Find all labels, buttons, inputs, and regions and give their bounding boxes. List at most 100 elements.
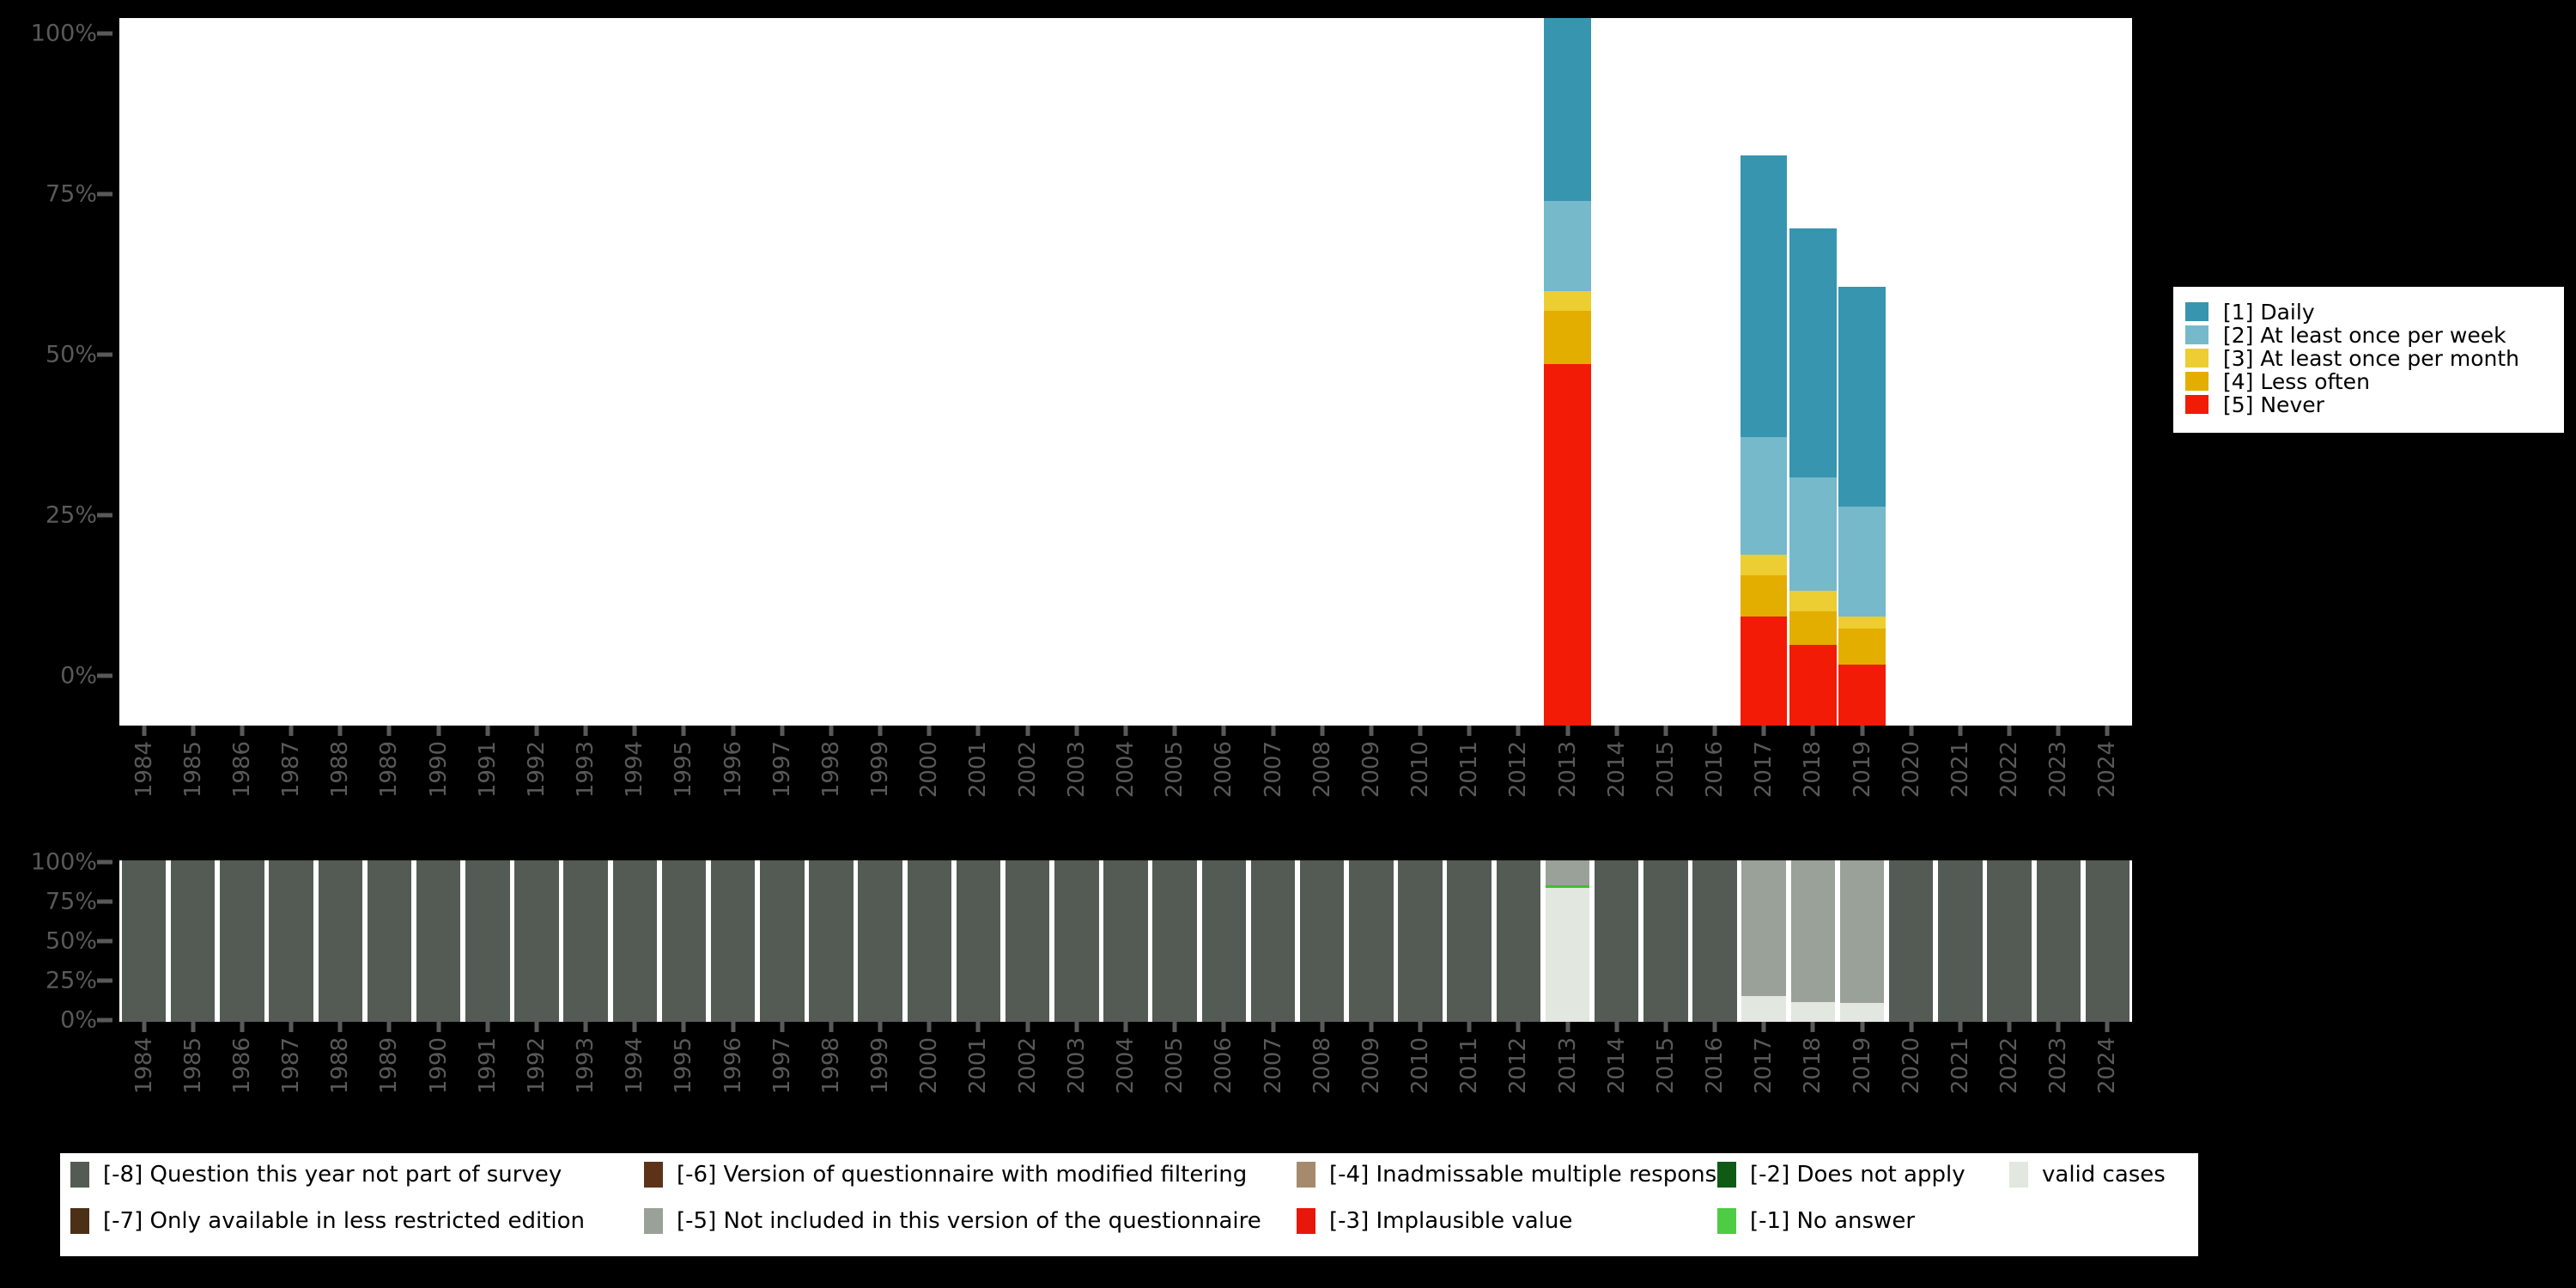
stacked-bar-2021[interactable] — [1938, 860, 1983, 1022]
stacked-bar-2012[interactable] — [1496, 860, 1541, 1022]
x-axis-tick-label: 2015 — [1652, 741, 1679, 799]
missing-legend-item[interactable]: [-1] No answer — [1717, 1208, 1915, 1234]
missing-legend-item[interactable]: [-8] Question this year not part of surv… — [70, 1162, 562, 1188]
stacked-bar-1990[interactable] — [416, 860, 461, 1022]
x-axis-tick-mark — [1271, 726, 1275, 736]
stacked-bar-1995[interactable] — [661, 860, 707, 1022]
stacked-bar-2013[interactable] — [1545, 860, 1590, 1022]
stacked-bar-2019[interactable] — [1838, 18, 1886, 726]
stacked-bar-2003[interactable] — [1054, 860, 1099, 1022]
x-axis-tick-label: 2011 — [1456, 1037, 1483, 1095]
x-axis-tick-mark — [386, 1022, 392, 1032]
stacked-bar-1996[interactable] — [710, 860, 756, 1022]
stacked-bar-2004[interactable] — [1103, 860, 1148, 1022]
x-axis-tick-mark — [1320, 726, 1325, 736]
stacked-bar-2001[interactable] — [956, 860, 1001, 1022]
stacked-bar-2013[interactable] — [1544, 18, 1591, 726]
bar-segment — [1398, 860, 1443, 1022]
x-axis-tick-label: 2008 — [1309, 741, 1335, 799]
bar-segment — [1544, 291, 1591, 312]
stacked-bar-2005[interactable] — [1152, 860, 1197, 1022]
value-legend-item[interactable]: [1] Daily — [2185, 300, 2552, 325]
bar-segment — [121, 860, 167, 1022]
missing-legend-item[interactable]: [-5] Not included in this version of the… — [644, 1208, 1261, 1234]
x-axis-tick-mark — [337, 726, 343, 736]
stacked-bar-2000[interactable] — [907, 860, 952, 1022]
stacked-bar-2008[interactable] — [1299, 860, 1345, 1022]
stacked-bar-1989[interactable] — [367, 860, 412, 1022]
main-x-axis: 1984 1985 1986 1987 1988 1989 1990 1991 1992 1993… — [119, 726, 2132, 863]
value-legend-item[interactable]: [4] Less often — [2185, 369, 2552, 394]
value-legend-item[interactable]: [2] At least once per week — [2185, 323, 2552, 348]
stacked-bar-2006[interactable] — [1201, 860, 1247, 1022]
stacked-bar-2002[interactable] — [1005, 860, 1050, 1022]
x-axis-tick-mark — [975, 726, 981, 736]
bar-segment — [171, 860, 216, 1022]
stacked-bar-1997[interactable] — [760, 860, 805, 1022]
x-axis-tick-label: 1995 — [671, 1037, 697, 1095]
stacked-bar-2017[interactable] — [1741, 860, 1786, 1022]
y-axis-tick-label: 100% — [30, 848, 97, 876]
bar-segment — [2085, 860, 2130, 1022]
stacked-bar-1991[interactable] — [465, 860, 510, 1022]
stacked-bar-2022[interactable] — [1987, 860, 2032, 1022]
missing-legend-item[interactable]: [-7] Only available in less restricted e… — [70, 1208, 585, 1234]
x-axis-tick-mark — [1467, 1022, 1472, 1032]
bar-segment — [1838, 287, 1886, 507]
stacked-bar-1993[interactable] — [563, 860, 608, 1022]
stacked-bar-2018[interactable] — [1789, 18, 1837, 726]
bar-segment — [710, 860, 756, 1022]
stacked-bar-1992[interactable] — [514, 860, 559, 1022]
y-axis-tick-mark — [97, 31, 112, 36]
validity-plot-area — [119, 860, 2132, 1022]
x-axis-tick-mark — [1565, 1022, 1571, 1032]
missing-legend-item[interactable]: [-4] Inadmissable multiple response — [1297, 1162, 1730, 1188]
stacked-bar-2007[interactable] — [1250, 860, 1296, 1022]
stacked-bar-1998[interactable] — [809, 860, 854, 1022]
bar-segment — [1692, 860, 1737, 1022]
x-axis-tick-mark — [1320, 1022, 1325, 1032]
missing-legend-item[interactable]: [-2] Does not apply — [1717, 1162, 1965, 1188]
x-axis-tick-mark — [1712, 1022, 1717, 1032]
x-axis-tick-mark — [1074, 726, 1079, 736]
stacked-bar-1987[interactable] — [269, 860, 313, 1022]
value-legend-item[interactable]: [3] At least once per month — [2185, 346, 2552, 371]
x-axis-tick-label: 1989 — [376, 1037, 403, 1095]
bar-segment — [1545, 860, 1590, 885]
x-axis-tick-mark — [1516, 1022, 1521, 1032]
validity-y-axis: 100% 75% 50% 25% 0% — [0, 848, 119, 1035]
value-legend-item[interactable]: [5] Never — [2185, 392, 2552, 417]
stacked-bar-2015[interactable] — [1643, 860, 1688, 1022]
stacked-bar-2023[interactable] — [2036, 860, 2081, 1022]
x-axis-tick-mark — [731, 1022, 736, 1032]
stacked-bar-2014[interactable] — [1594, 860, 1639, 1022]
stacked-bar-2019[interactable] — [1839, 860, 1885, 1022]
x-axis-tick-mark — [927, 1022, 932, 1032]
stacked-bar-2020[interactable] — [1889, 860, 1934, 1022]
stacked-bar-2024[interactable] — [2085, 860, 2130, 1022]
bar-segment — [1789, 228, 1837, 477]
missing-legend-item[interactable]: [-6] Version of questionnaire with modif… — [644, 1162, 1247, 1188]
stacked-bar-1986[interactable] — [220, 860, 264, 1022]
y-axis-tick-mark — [97, 978, 112, 983]
stacked-bar-1984[interactable] — [121, 860, 167, 1022]
stacked-bar-2018[interactable] — [1790, 860, 1836, 1022]
stacked-bar-1994[interactable] — [612, 860, 658, 1022]
stacked-bar-2016[interactable] — [1692, 860, 1737, 1022]
x-axis-tick-mark — [1221, 1022, 1226, 1032]
y-axis-tick-mark — [97, 860, 112, 865]
x-axis-tick-label: 1991 — [474, 1037, 501, 1095]
stacked-bar-2011[interactable] — [1447, 860, 1492, 1022]
x-axis-tick-label: 2002 — [1014, 741, 1041, 799]
missing-legend-item[interactable]: valid cases — [2009, 1162, 2166, 1188]
stacked-bar-2009[interactable] — [1349, 860, 1394, 1022]
missing-legend-item[interactable]: [-3] Implausible value — [1297, 1208, 1572, 1234]
stacked-bar-1985[interactable] — [171, 860, 216, 1022]
stacked-bar-1988[interactable] — [318, 860, 362, 1022]
stacked-bar-1999[interactable] — [858, 860, 902, 1022]
x-axis-tick-label: 2001 — [965, 1037, 992, 1095]
stacked-bar-2010[interactable] — [1398, 860, 1443, 1022]
stacked-bar-2017[interactable] — [1741, 18, 1788, 726]
missing-legend-label: [-8] Question this year not part of surv… — [103, 1162, 562, 1188]
bar-segment — [514, 860, 559, 1022]
